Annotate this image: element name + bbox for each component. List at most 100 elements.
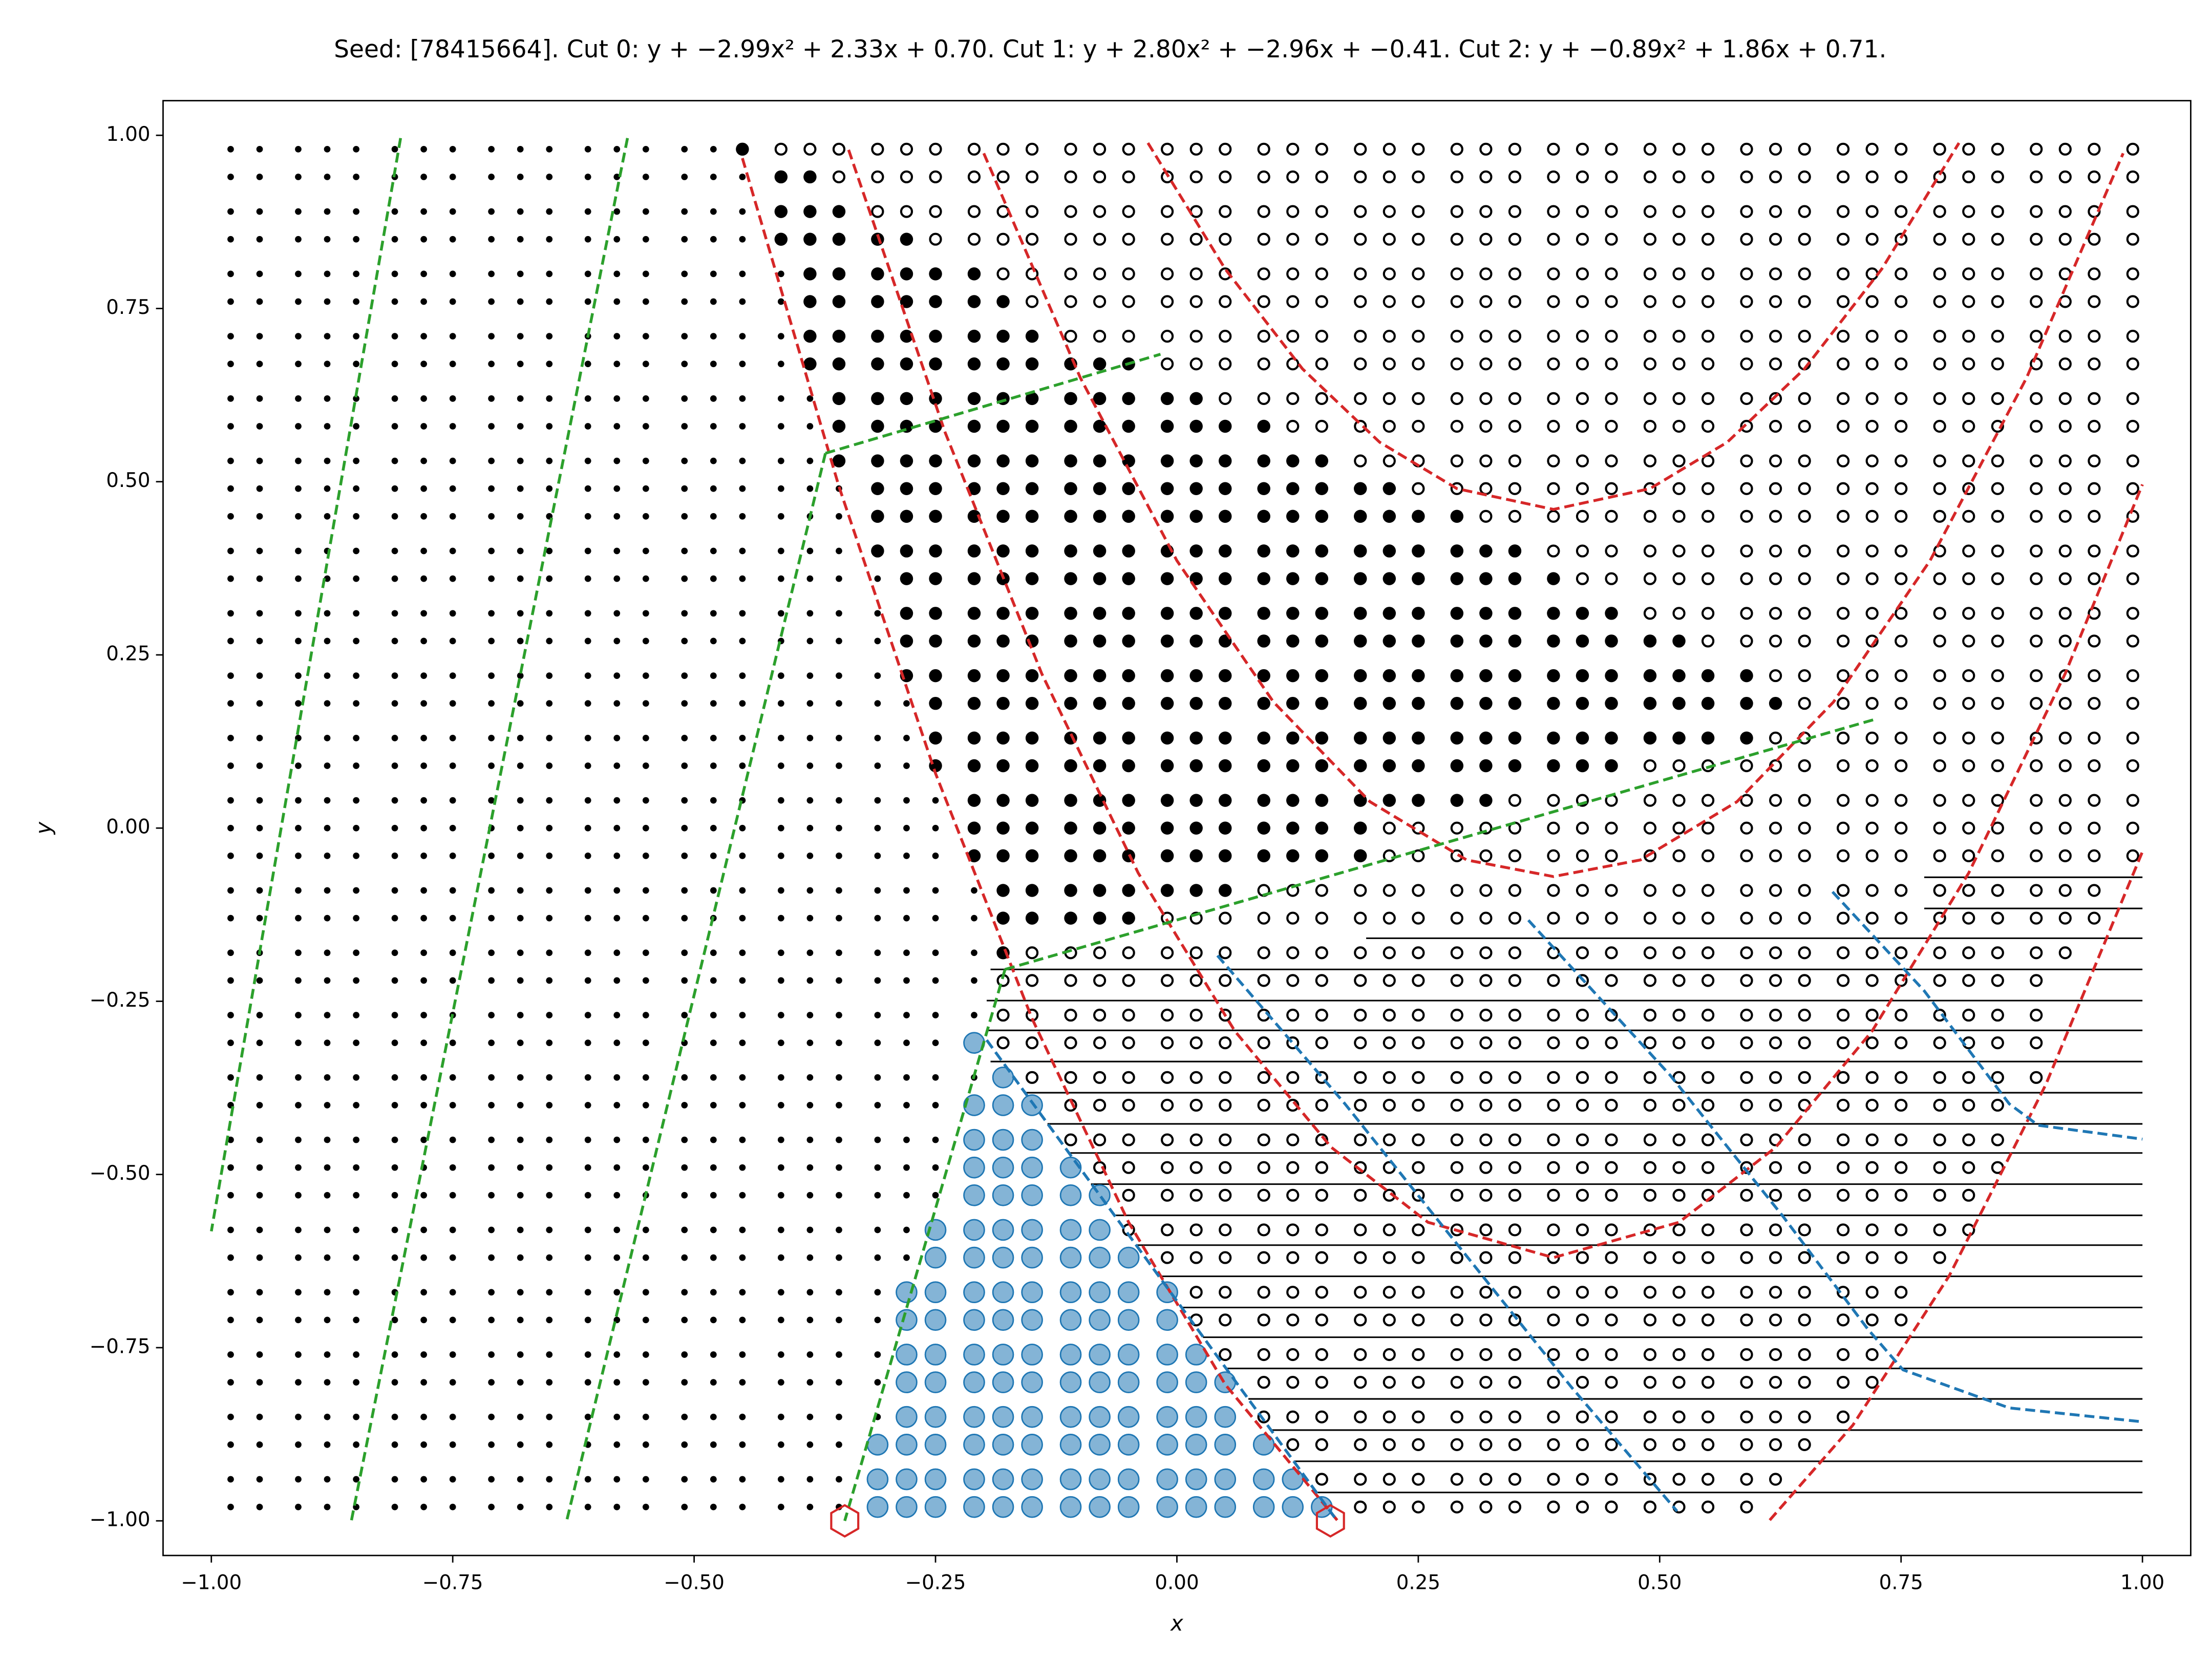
large-dot [1412,544,1425,558]
large-dot [1064,482,1077,496]
open-circle [1354,295,1367,308]
open-circle [1865,946,1879,960]
small-dot [420,423,427,430]
open-circle [1412,1161,1425,1174]
small-dot [642,1289,649,1296]
open-circle [1962,634,1975,648]
small-dot [874,672,881,679]
large-dot [1257,696,1270,710]
open-circle [2058,330,2072,343]
small-dot [739,824,746,832]
feasible-point [1185,1406,1207,1428]
open-circle [1895,849,1908,862]
small-dot [874,852,881,859]
small-dot [353,485,359,492]
feasible-point [1089,1468,1111,1491]
open-circle [1450,267,1463,281]
open-circle [1740,330,1753,343]
open-circle [1605,267,1618,281]
large-dot [1160,607,1174,620]
open-circle [1576,295,1589,308]
small-dot [739,174,746,180]
open-circle [1865,1188,1879,1202]
large-dot [1064,419,1077,433]
open-circle [1740,821,1753,835]
large-dot [900,482,913,496]
open-circle [1354,974,1367,987]
small-dot [391,1074,398,1081]
large-dot [1025,731,1039,745]
open-circle [1189,170,1203,184]
feasible-point [1089,1371,1111,1393]
small-dot [420,1136,427,1143]
small-dot [227,797,234,804]
small-dot [295,1351,302,1358]
open-circle [1508,884,1522,897]
large-dot [1315,821,1329,835]
small-dot [449,949,456,956]
small-dot [227,423,234,430]
open-circle [1701,1376,1715,1389]
open-circle [1576,794,1589,807]
open-circle [1315,419,1328,433]
open-circle [1286,419,1300,433]
small-dot [517,208,524,215]
open-circle [1286,267,1300,281]
feasible-point [992,1371,1014,1393]
open-circle [1412,1286,1425,1299]
open-circle [1576,357,1589,371]
small-dot [681,575,688,582]
small-dot [420,734,427,741]
small-dot [449,1476,456,1483]
open-circle [1064,1071,1077,1084]
open-circle [1189,1188,1203,1202]
small-dot [584,1192,591,1199]
small-dot [710,575,717,582]
feasible-point [1156,1309,1178,1331]
feasible-point [963,1156,985,1179]
open-circle [1064,330,1077,343]
open-circle [2088,697,2101,710]
small-dot [295,395,302,402]
large-dot [1025,794,1039,807]
open-circle [2030,634,2043,648]
small-dot [391,1413,398,1420]
open-circle [1286,232,1300,246]
small-dot [517,1012,524,1018]
small-dot [806,1164,814,1171]
large-dot [1219,544,1232,558]
small-dot [546,1289,553,1296]
small-dot [642,1503,649,1511]
open-circle [1672,1348,1686,1362]
open-circle [1895,1223,1908,1237]
small-dot [681,208,688,215]
large-dot [1219,696,1232,710]
small-dot [584,1226,591,1233]
large-dot [1382,731,1396,745]
open-circle [1605,1313,1618,1327]
small-dot [836,797,842,804]
open-circle [1643,509,1657,523]
open-circle [1605,1410,1618,1423]
small-dot [642,1413,649,1420]
open-circle [1769,731,1782,745]
open-circle [1991,170,2004,184]
open-circle [1672,1161,1686,1174]
small-dot [777,734,784,741]
open-circle [1837,1376,1850,1389]
large-dot [1450,544,1464,558]
open-circle [1508,357,1522,371]
open-circle [1769,482,1782,495]
small-dot [391,1136,398,1143]
small-dot [836,610,842,617]
open-circle [2030,821,2043,835]
open-circle [1837,821,1850,835]
large-dot [900,634,913,648]
open-circle [1643,419,1657,433]
small-dot [584,547,591,555]
small-dot [836,547,842,555]
open-circle [1219,1071,1232,1084]
open-circle [1354,1098,1367,1112]
feasible-point [924,1281,947,1304]
open-circle [1382,884,1396,897]
